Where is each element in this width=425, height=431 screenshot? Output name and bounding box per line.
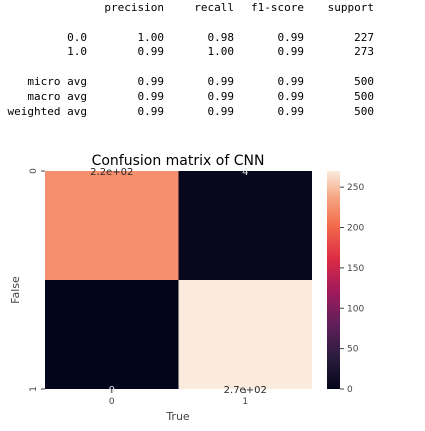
row-label: 0.0 — [67, 31, 87, 44]
support-value: 500 — [354, 90, 374, 103]
report-row: 0.0 1.00 0.98 0.99 227 — [0, 30, 425, 45]
header-precision: precision — [104, 1, 164, 14]
confusion-matrix-chart: Confusion matrix of CNN 2.2e+02402.7e+02… — [9, 153, 364, 423]
precision-value: 0.99 — [137, 90, 165, 103]
row-label: micro avg — [27, 75, 87, 88]
f1-value: 0.99 — [277, 105, 305, 118]
y-tick-label: 1 — [29, 386, 39, 392]
heatmap-cell — [45, 280, 179, 389]
support-value: 273 — [354, 45, 374, 58]
colorbar-tick-label: 200 — [347, 224, 364, 234]
colorbar-tick-label: 250 — [347, 183, 364, 193]
report-row: macro avg 0.99 0.99 0.99 500 — [0, 89, 425, 104]
heatmap-cell — [45, 171, 179, 280]
support-value: 227 — [354, 31, 374, 44]
recall-value: 0.99 — [207, 90, 235, 103]
y-axis-label: False — [9, 276, 22, 304]
x-axis-label: True — [165, 410, 190, 423]
x-tick-label: 0 — [109, 397, 115, 407]
header-recall: recall — [194, 1, 234, 14]
y-tick-label: 0 — [29, 168, 39, 174]
colorbar-tick-label: 50 — [347, 345, 359, 355]
recall-value: 0.99 — [207, 75, 235, 88]
report-header-row: precision recall f1-score support — [0, 0, 425, 15]
precision-value: 1.00 — [137, 31, 165, 44]
precision-value: 0.99 — [137, 45, 165, 58]
cell-annotation: 4 — [242, 167, 248, 178]
colorbar-tick-label: 0 — [347, 385, 353, 395]
row-label: weighted avg — [7, 105, 87, 118]
precision-value: 0.99 — [137, 105, 165, 118]
classification-report: precision recall f1-score support 0.0 1.… — [0, 0, 425, 125]
recall-value: 0.99 — [207, 105, 235, 118]
row-label: 1.0 — [67, 45, 87, 58]
x-tick-label: 1 — [242, 397, 248, 407]
cell-annotation: 2.2e+02 — [90, 167, 133, 178]
f1-value: 0.99 — [277, 75, 305, 88]
f1-value: 0.99 — [277, 45, 305, 58]
chart-title: Confusion matrix of CNN — [92, 153, 265, 169]
heatmap-cell — [178, 280, 312, 389]
report-row: micro avg 0.99 0.99 0.99 500 — [0, 74, 425, 89]
row-label: macro avg — [27, 90, 87, 103]
recall-value: 0.98 — [207, 31, 235, 44]
f1-value: 0.99 — [277, 31, 305, 44]
support-value: 500 — [354, 105, 374, 118]
support-value: 500 — [354, 75, 374, 88]
precision-value: 0.99 — [137, 75, 165, 88]
header-f1-score: f1-score — [251, 1, 304, 14]
heatmap-cell — [178, 171, 312, 280]
report-row: 1.0 0.99 1.00 0.99 273 — [0, 44, 425, 59]
recall-value: 1.00 — [207, 45, 235, 58]
colorbar-tick-label: 100 — [347, 304, 364, 314]
report-row: weighted avg 0.99 0.99 0.99 500 — [0, 104, 425, 119]
colorbar — [327, 171, 340, 389]
colorbar-tick-label: 150 — [347, 264, 364, 274]
header-support: support — [327, 1, 374, 14]
f1-value: 0.99 — [277, 90, 305, 103]
